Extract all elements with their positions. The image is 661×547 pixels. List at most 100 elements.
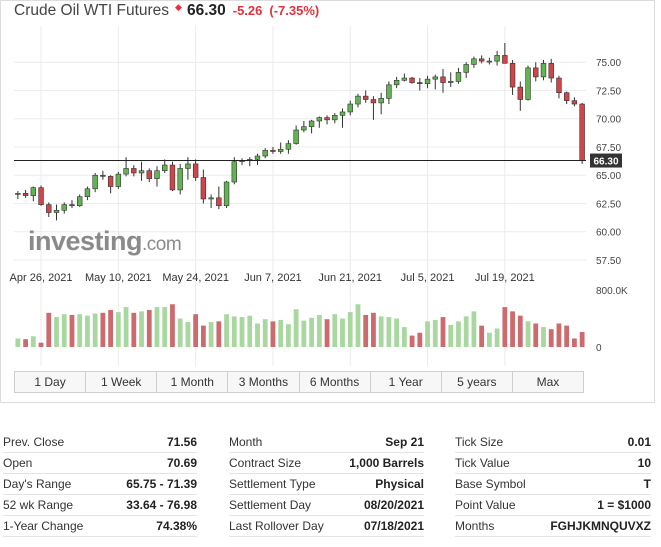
candle-body	[223, 181, 230, 207]
volume-bar	[448, 324, 454, 347]
x-tick-label: Jul 19, 2021	[475, 272, 535, 284]
range-button[interactable]: Max	[536, 375, 560, 389]
volume-bar	[247, 315, 253, 347]
range-button[interactable]: 3 Months	[228, 372, 300, 392]
chart-grid	[14, 26, 586, 366]
logo-text: investing	[28, 226, 142, 256]
candle-body	[69, 204, 75, 207]
candle-body	[494, 55, 500, 62]
candle-body	[339, 111, 346, 116]
volume-bar	[309, 317, 314, 347]
live-indicator-icon: ◆	[175, 2, 182, 12]
candle-body	[370, 99, 377, 104]
candle-body	[138, 170, 145, 174]
stat-value: 70.69	[166, 456, 197, 470]
volume-bar	[270, 321, 276, 347]
stat-label: Day's Range	[3, 477, 72, 491]
candle-body	[208, 197, 214, 200]
last-price-label: 66.30	[593, 157, 618, 168]
stat-value: 10	[637, 456, 651, 470]
volume-bar	[77, 314, 83, 347]
candle-body	[15, 193, 21, 195]
volume-bar	[510, 311, 515, 347]
y-tick-label: 67.50	[596, 143, 621, 154]
volume-axis: 800.0K 0	[596, 286, 628, 354]
stat-row: Settlement Day 08/20/2021	[229, 495, 424, 516]
volume-bar	[371, 312, 376, 347]
volume-bar	[564, 325, 570, 347]
volume-bar	[170, 304, 175, 347]
date-axis: Apr 26, 2021 May 10, 2021 May 24, 2021 Jun …	[10, 272, 535, 284]
x-tick-label: Jun 21, 2021	[318, 272, 382, 284]
candle-body	[61, 204, 67, 211]
stat-label: Open	[3, 456, 33, 470]
volume-bar	[456, 321, 461, 347]
range-button[interactable]: 1 Month	[157, 372, 229, 392]
stat-row: Settlement Type Physical	[229, 474, 424, 495]
candle-body	[231, 161, 237, 183]
volume-bar	[61, 314, 67, 347]
candle-body	[471, 58, 477, 65]
y-tick-label: 60.00	[596, 228, 621, 239]
y-tick-label: 75.00	[596, 58, 621, 69]
volume-bar	[146, 309, 152, 347]
stat-row: Point Value 1 = $1000	[455, 495, 651, 516]
range-button[interactable]: 6 Months	[300, 372, 371, 392]
candle-body	[533, 67, 539, 78]
candle-body	[393, 79, 400, 86]
candle-body	[285, 143, 292, 150]
volume-bar	[100, 312, 106, 347]
stat-value: Physical	[375, 477, 424, 491]
volume-bar	[123, 307, 129, 347]
volume-bar	[85, 315, 90, 347]
volume-bar	[23, 339, 28, 347]
candle-body	[440, 76, 446, 83]
candle-body	[123, 168, 129, 175]
candle-body	[293, 129, 299, 144]
volume-bar	[30, 336, 36, 347]
candle-body	[455, 72, 462, 82]
candle-body	[517, 86, 523, 100]
range-button[interactable]: 5 years	[442, 372, 513, 392]
stat-value: 07/18/2021	[363, 519, 424, 533]
stat-label: Contract Size	[229, 456, 302, 470]
volume-bar	[108, 309, 114, 347]
candle-body	[548, 63, 554, 79]
stat-value: 08/20/2021	[363, 498, 424, 512]
volume-bar	[409, 335, 415, 347]
range-button[interactable]: 1 Week	[86, 372, 158, 392]
range-button[interactable]: 1 Day	[15, 372, 87, 392]
candle-body	[540, 63, 547, 78]
candle-body	[200, 177, 207, 200]
volume-bar	[139, 311, 144, 347]
stat-label: Settlement Day	[229, 498, 312, 512]
stat-label: Last Rollover Day	[229, 519, 324, 533]
volume-bar	[463, 316, 469, 347]
y-tick-label: 70.00	[596, 115, 621, 126]
candle-body	[115, 173, 122, 187]
volume-bar	[425, 321, 430, 347]
volume-bar	[556, 323, 562, 347]
volume-bar	[332, 314, 338, 347]
candle-body	[308, 120, 315, 127]
stat-row: Open 70.69	[3, 453, 197, 474]
volume-bar	[255, 323, 260, 347]
volume-bar	[471, 311, 477, 347]
volume-bars	[15, 304, 585, 347]
candle-body	[355, 95, 361, 105]
volume-bar	[378, 316, 384, 347]
volume-bar	[231, 316, 237, 347]
volume-bar	[502, 307, 508, 347]
volume-bar	[177, 318, 183, 347]
logo-suffix: .com	[142, 234, 181, 255]
x-tick-label: Apr 26, 2021	[10, 272, 73, 284]
stat-label: Months	[455, 519, 495, 533]
candle-body	[38, 187, 44, 205]
range-button[interactable]: 1 Year	[371, 372, 442, 392]
stat-row: Prev. Close 71.56	[3, 432, 197, 453]
volume-bar	[54, 317, 59, 347]
volume-bar	[479, 325, 485, 347]
candle-body	[409, 77, 415, 83]
stat-label: 52 wk Range	[3, 498, 74, 512]
volume-bar	[432, 319, 438, 347]
